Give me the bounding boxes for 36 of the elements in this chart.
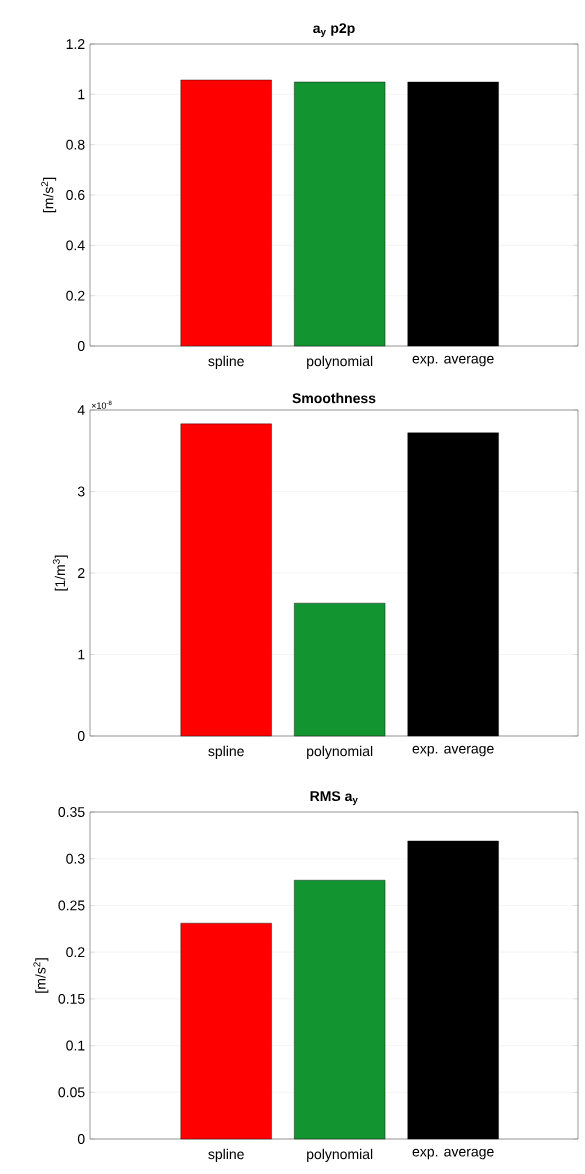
y-tick-label: 1.2 <box>66 39 85 49</box>
y-axis-title: [m/s$^{2}$] <box>41 177 57 213</box>
text: ×10$^{-8}$ <box>91 400 112 409</box>
y-tick-label: 0.35 <box>58 807 85 817</box>
y-tick-label: 0.4 <box>66 240 85 251</box>
y-tick-label: 0.3 <box>66 853 85 864</box>
y-tick-label: 0.25 <box>58 900 85 911</box>
x-tick-label: spline <box>208 745 244 759</box>
x-tick-label: exp. average <box>412 745 494 757</box>
y-tick-label: 1 <box>78 649 85 660</box>
y-tick-label: 0.15 <box>58 993 85 1004</box>
x-tick-label: polynomial <box>307 1148 373 1162</box>
y-tick-label: 3 <box>77 486 85 497</box>
chart-title: a$_{y}$ p2p <box>313 23 355 38</box>
x-tick-label: spline <box>208 355 244 369</box>
x-tick-label: exp. average <box>412 1148 494 1160</box>
x-tick-label: spline <box>208 1148 244 1162</box>
y-tick-label: 0.1 <box>66 1040 85 1051</box>
chart-title: RMS a$_{y}$ <box>310 791 358 806</box>
y-tick-label: 0 <box>77 341 85 351</box>
y-tick-label: 0 <box>77 731 85 741</box>
y-tick-label: 2 <box>78 568 85 578</box>
y-tick-label: 4 <box>77 405 85 415</box>
y-tick-label: 0.2 <box>66 947 85 958</box>
y-axis-title: [m/s$^{2}$] <box>33 958 49 993</box>
y-axis-title: [1/m$^{3}$] <box>52 555 68 591</box>
y-tick-label: 0.8 <box>66 139 85 150</box>
x-tick-label: polynomial <box>307 745 373 759</box>
chart-title: Smoothness <box>292 392 376 404</box>
x-tick-label: polynomial <box>307 355 373 369</box>
y-tick-label: 0.6 <box>66 190 85 200</box>
y-tick-label: 0.2 <box>66 290 85 301</box>
y-tick-label: 0.05 <box>58 1087 85 1098</box>
y-tick-label: 0 <box>77 1134 85 1144</box>
y-tick-label: 1 <box>78 89 85 100</box>
x-tick-label: exp. average <box>412 355 494 367</box>
